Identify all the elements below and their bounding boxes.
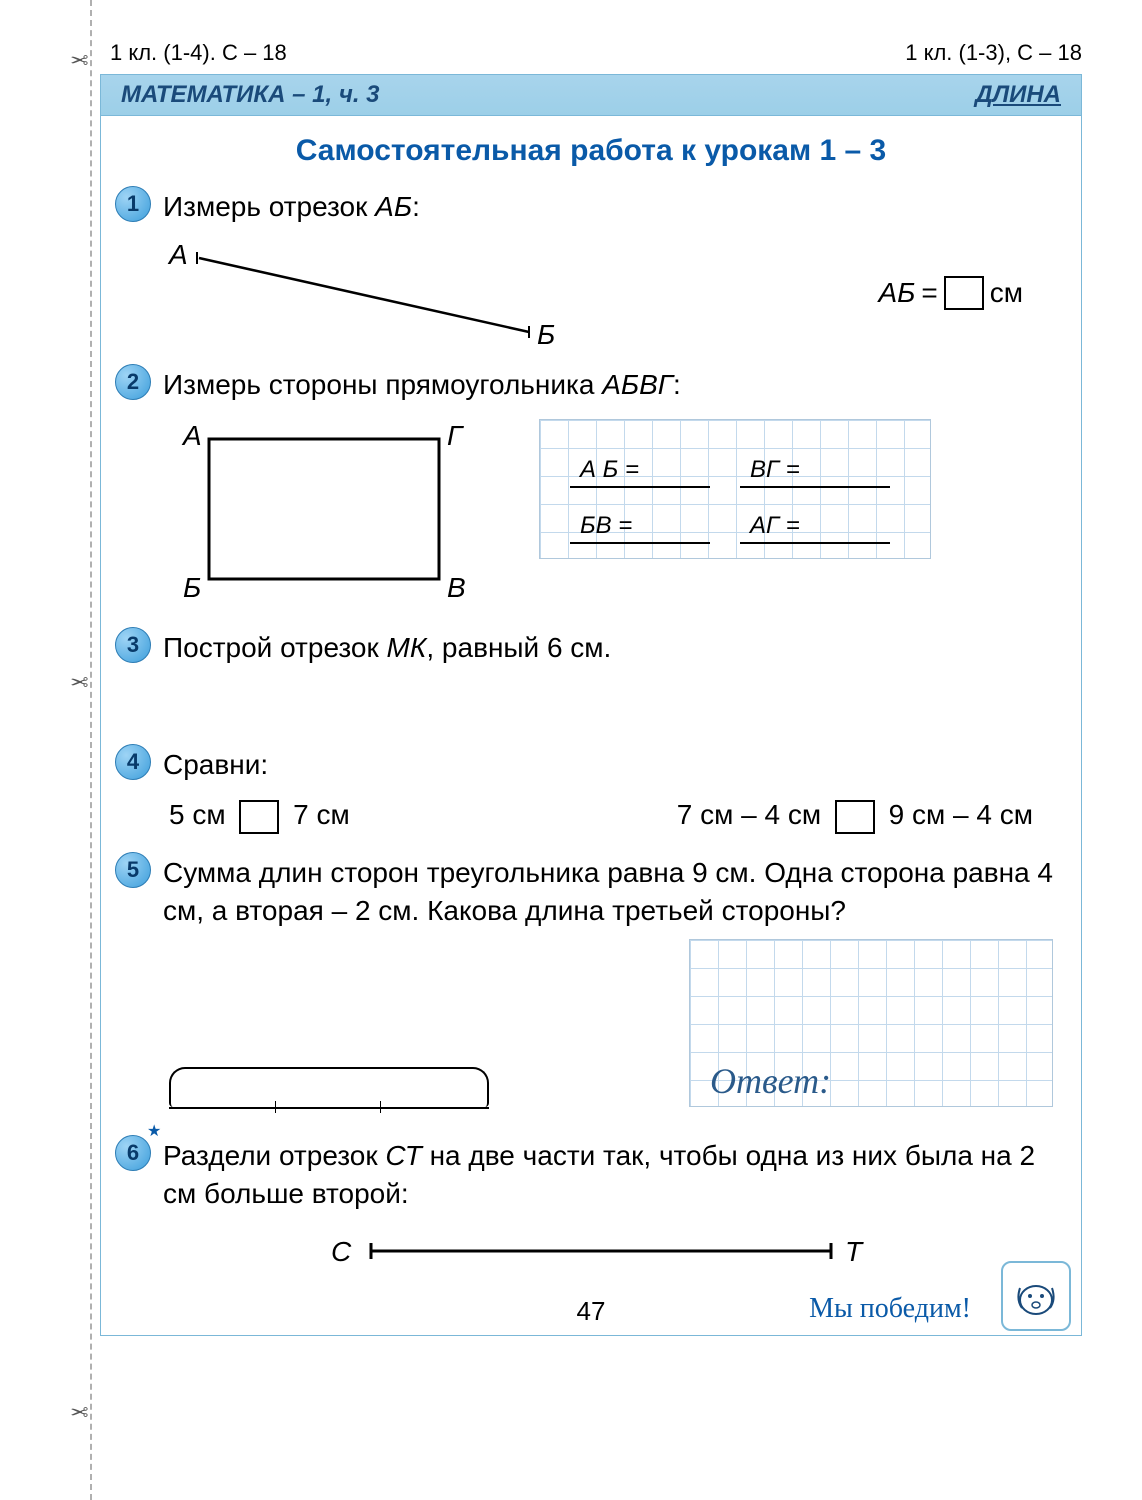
task-6: ★ 6 Раздели отрезок СТ на две части так,… [129, 1137, 1053, 1273]
svg-text:В: В [447, 572, 466, 603]
ref-right: 1 кл. (1-3), С – 18 [905, 40, 1082, 66]
star-icon: ★ [147, 1121, 161, 1141]
point-b-label: Б [537, 319, 555, 350]
scissor-icon: ✂ [70, 1400, 88, 1426]
compare-row: 5 см 7 см 7 см – 4 см 9 см – 4 см [169, 799, 1053, 834]
worksheet-page: ✂ ✂ ✂ 1 кл. (1-4). С – 18 1 кл. (1-3), С… [0, 0, 1142, 1500]
svg-text:Г: Г [447, 420, 464, 451]
compare-left: 5 см 7 см [169, 799, 350, 834]
answer-grid[interactable]: А Б = ВГ = БВ = АГ = [539, 419, 931, 559]
svg-text:С: С [331, 1236, 352, 1267]
task-text: Построй отрезок МК, равный 6 см. [163, 629, 1053, 667]
rectangle-abvg: А Г Б В [169, 419, 479, 609]
cut-line [90, 0, 92, 1500]
scissor-icon: ✂ [70, 670, 88, 696]
compare-input[interactable] [239, 800, 279, 834]
task-4: 4 Сравни: 5 см 7 см 7 см – 4 см 9 см – 4… [129, 746, 1053, 833]
main-title: Самостоятельная работа к урокам 1 – 3 [129, 134, 1053, 168]
task-2: 2 Измерь стороны прямоугольника АБВГ: А … [129, 366, 1053, 609]
segment-ct: С Т [331, 1233, 851, 1273]
task-3: 3 Построй отрезок МК, равный 6 см. [129, 629, 1053, 667]
task-number: 3 [115, 627, 151, 663]
rectangle-area: А Г Б В А Б = ВГ = БВ = АГ = [169, 419, 1053, 609]
task-text: Измерь отрезок АБ: [163, 188, 1053, 226]
page-number: 47 [577, 1296, 606, 1327]
task-text: Сравни: [163, 746, 1053, 784]
header-bar: МАТЕМАТИКА – 1, ч. 3 ДЛИНА [100, 74, 1082, 116]
ref-left: 1 кл. (1-4). С – 18 [110, 40, 287, 66]
task-number: 2 [115, 364, 151, 400]
answer-label-cursive: Ответ: [710, 1060, 831, 1102]
header-right: ДЛИНА [975, 81, 1061, 109]
answer-input-box[interactable] [944, 276, 984, 310]
task-text: Раздели отрезок СТ на две части так, что… [163, 1137, 1053, 1213]
answer-bracket [169, 1067, 489, 1107]
content: Самостоятельная работа к урокам 1 – 3 1 … [100, 116, 1082, 1336]
compare-right: 7 см – 4 см 9 см – 4 см [677, 799, 1033, 834]
segment-ab: А Б АБ = см [169, 246, 1053, 346]
task-number: 5 [115, 852, 151, 888]
compare-input[interactable] [835, 800, 875, 834]
svg-text:Б: Б [183, 572, 201, 603]
task-number: 1 [115, 186, 151, 222]
header-left: МАТЕМАТИКА – 1, ч. 3 [121, 81, 380, 109]
footer-motto: Мы победим! [809, 1293, 971, 1325]
answer-grid-2[interactable]: Ответ: [689, 939, 1053, 1107]
svg-text:Т: Т [845, 1236, 864, 1267]
answer-ab: АБ = см [878, 276, 1023, 310]
scissor-icon: ✂ [70, 48, 88, 74]
task-5: 5 Сумма длин сторон треугольника равна 9… [129, 854, 1053, 1108]
top-references: 1 кл. (1-4). С – 18 1 кл. (1-3), С – 18 [100, 40, 1082, 66]
point-a-label: А [167, 239, 188, 270]
task-1: 1 Измерь отрезок АБ: А Б АБ = см [129, 188, 1053, 346]
task-number: 6 [115, 1135, 151, 1171]
dog-icon [1001, 1261, 1071, 1331]
svg-text:А: А [181, 420, 202, 451]
task-text: Измерь стороны прямоугольника АБВГ: [163, 366, 1053, 404]
task-text: Сумма длин сторон треугольника равна 9 с… [163, 854, 1053, 930]
task-number: 4 [115, 744, 151, 780]
segment-line [199, 258, 529, 332]
